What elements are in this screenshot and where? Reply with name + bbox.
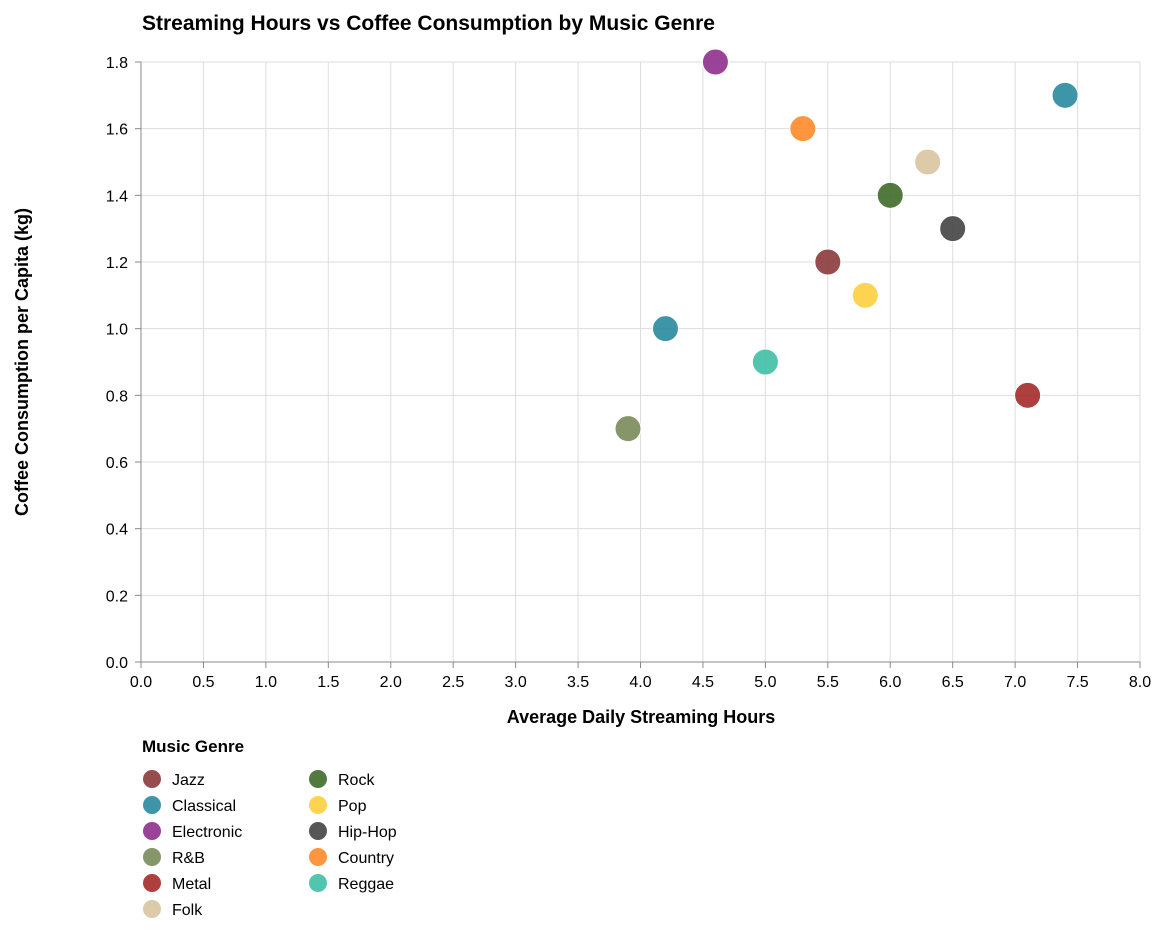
legend-item-r-b: R&B [143,848,205,867]
y-tick-label: 0.0 [106,655,128,672]
legend-item-hip-hop: Hip-Hop [309,822,397,841]
axes: 0.0 0.5 1.0 1.5 2.0 2.5 3.0 3.5 4.0 4.5 5.0 5.5 6.0 6… [106,55,1151,691]
legend-item-pop: Pop [309,796,367,815]
grid [140,61,1141,663]
data-point-country [789,115,817,143]
x-tick-label: 5.0 [754,674,776,691]
y-tick-label: 0.2 [106,588,128,605]
x-tick-label: 1.5 [317,674,339,691]
legend-item-metal: Metal [143,874,211,893]
data-point-classical [651,315,679,343]
x-tick-label: 7.0 [1004,674,1026,691]
legend-label: Jazz [172,772,205,789]
y-tick-label: 1.2 [106,255,128,272]
legend-label: Country [338,850,394,867]
x-axis-title: Average Daily Streaming Hours [507,707,775,727]
legend-label: Hip-Hop [338,824,397,841]
legend-label: Metal [172,876,211,893]
x-tick-label: 2.0 [380,674,402,691]
legend-swatch [309,848,327,866]
legend-swatch [309,822,327,840]
data-point-r-b [614,415,642,443]
legend-item-rock: Rock [309,770,375,789]
data-point-classical [1051,81,1079,109]
legend-swatch [143,848,161,866]
legend-swatch [309,796,327,814]
legend-swatch [143,796,161,814]
data-point-pop [851,281,879,309]
legend-item-reggae: Reggae [309,874,394,893]
legend-label: Reggae [338,876,394,893]
x-tick-label: 6.5 [942,674,964,691]
data-point-rock [876,181,904,209]
x-tick-label: 0.5 [192,674,214,691]
legend-swatch [143,900,161,918]
legend-label: Folk [172,902,203,919]
legend-item-jazz: Jazz [143,770,205,789]
data-point-electronic [701,48,729,76]
x-tick-label: 7.5 [1066,674,1088,691]
data-point-jazz [814,248,842,276]
legend-swatch [309,874,327,892]
legend-item-country: Country [309,848,394,867]
x-tick-label: 4.5 [692,674,714,691]
data-points [614,48,1079,443]
x-tick-label: 2.5 [442,674,464,691]
y-tick-label: 1.8 [106,55,128,72]
data-point-hip-hop [939,215,967,243]
legend-swatch [143,822,161,840]
y-tick-label: 1.4 [106,188,128,205]
x-tick-label: 3.5 [567,674,589,691]
legend-label: Classical [172,798,236,815]
x-tick-label: 8.0 [1129,674,1151,691]
data-point-folk [914,148,942,176]
y-tick-label: 1.6 [106,122,128,139]
y-axis-title: Coffee Consumption per Capita (kg) [12,208,32,516]
y-tick-label: 0.8 [106,388,128,405]
data-point-reggae [751,348,779,376]
x-tick-label: 5.5 [817,674,839,691]
legend-item-folk: Folk [143,900,203,919]
legend-swatch [309,770,327,788]
legend-item-classical: Classical [143,796,236,815]
data-point-metal [1014,381,1042,409]
x-tick-label: 1.0 [255,674,277,691]
legend-title: Music Genre [142,737,244,756]
legend-label: Electronic [172,824,242,841]
legend-label: R&B [172,850,205,867]
y-tick-label: 1.0 [106,322,128,339]
y-tick-label: 0.4 [106,522,128,539]
legend-label: Rock [338,772,375,789]
legend-item-electronic: Electronic [143,822,242,841]
legend-label: Pop [338,798,367,815]
y-tick-label: 0.6 [106,455,128,472]
x-tick-label: 4.0 [629,674,651,691]
legend-swatch [143,874,161,892]
x-tick-label: 0.0 [130,674,152,691]
x-tick-label: 6.0 [879,674,901,691]
chart-title: Streaming Hours vs Coffee Consumption by… [142,12,715,35]
legend-swatch [143,770,161,788]
legend: Music Genre Jazz Classical Electronic R&B Me… [142,737,397,919]
x-tick-label: 3.0 [505,674,527,691]
